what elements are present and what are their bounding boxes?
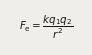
Text: $F_{\mathrm{e}} = \dfrac{kq_1q_2}{r^2}$: $F_{\mathrm{e}} = \dfrac{kq_1q_2}{r^2}$ — [19, 14, 73, 41]
